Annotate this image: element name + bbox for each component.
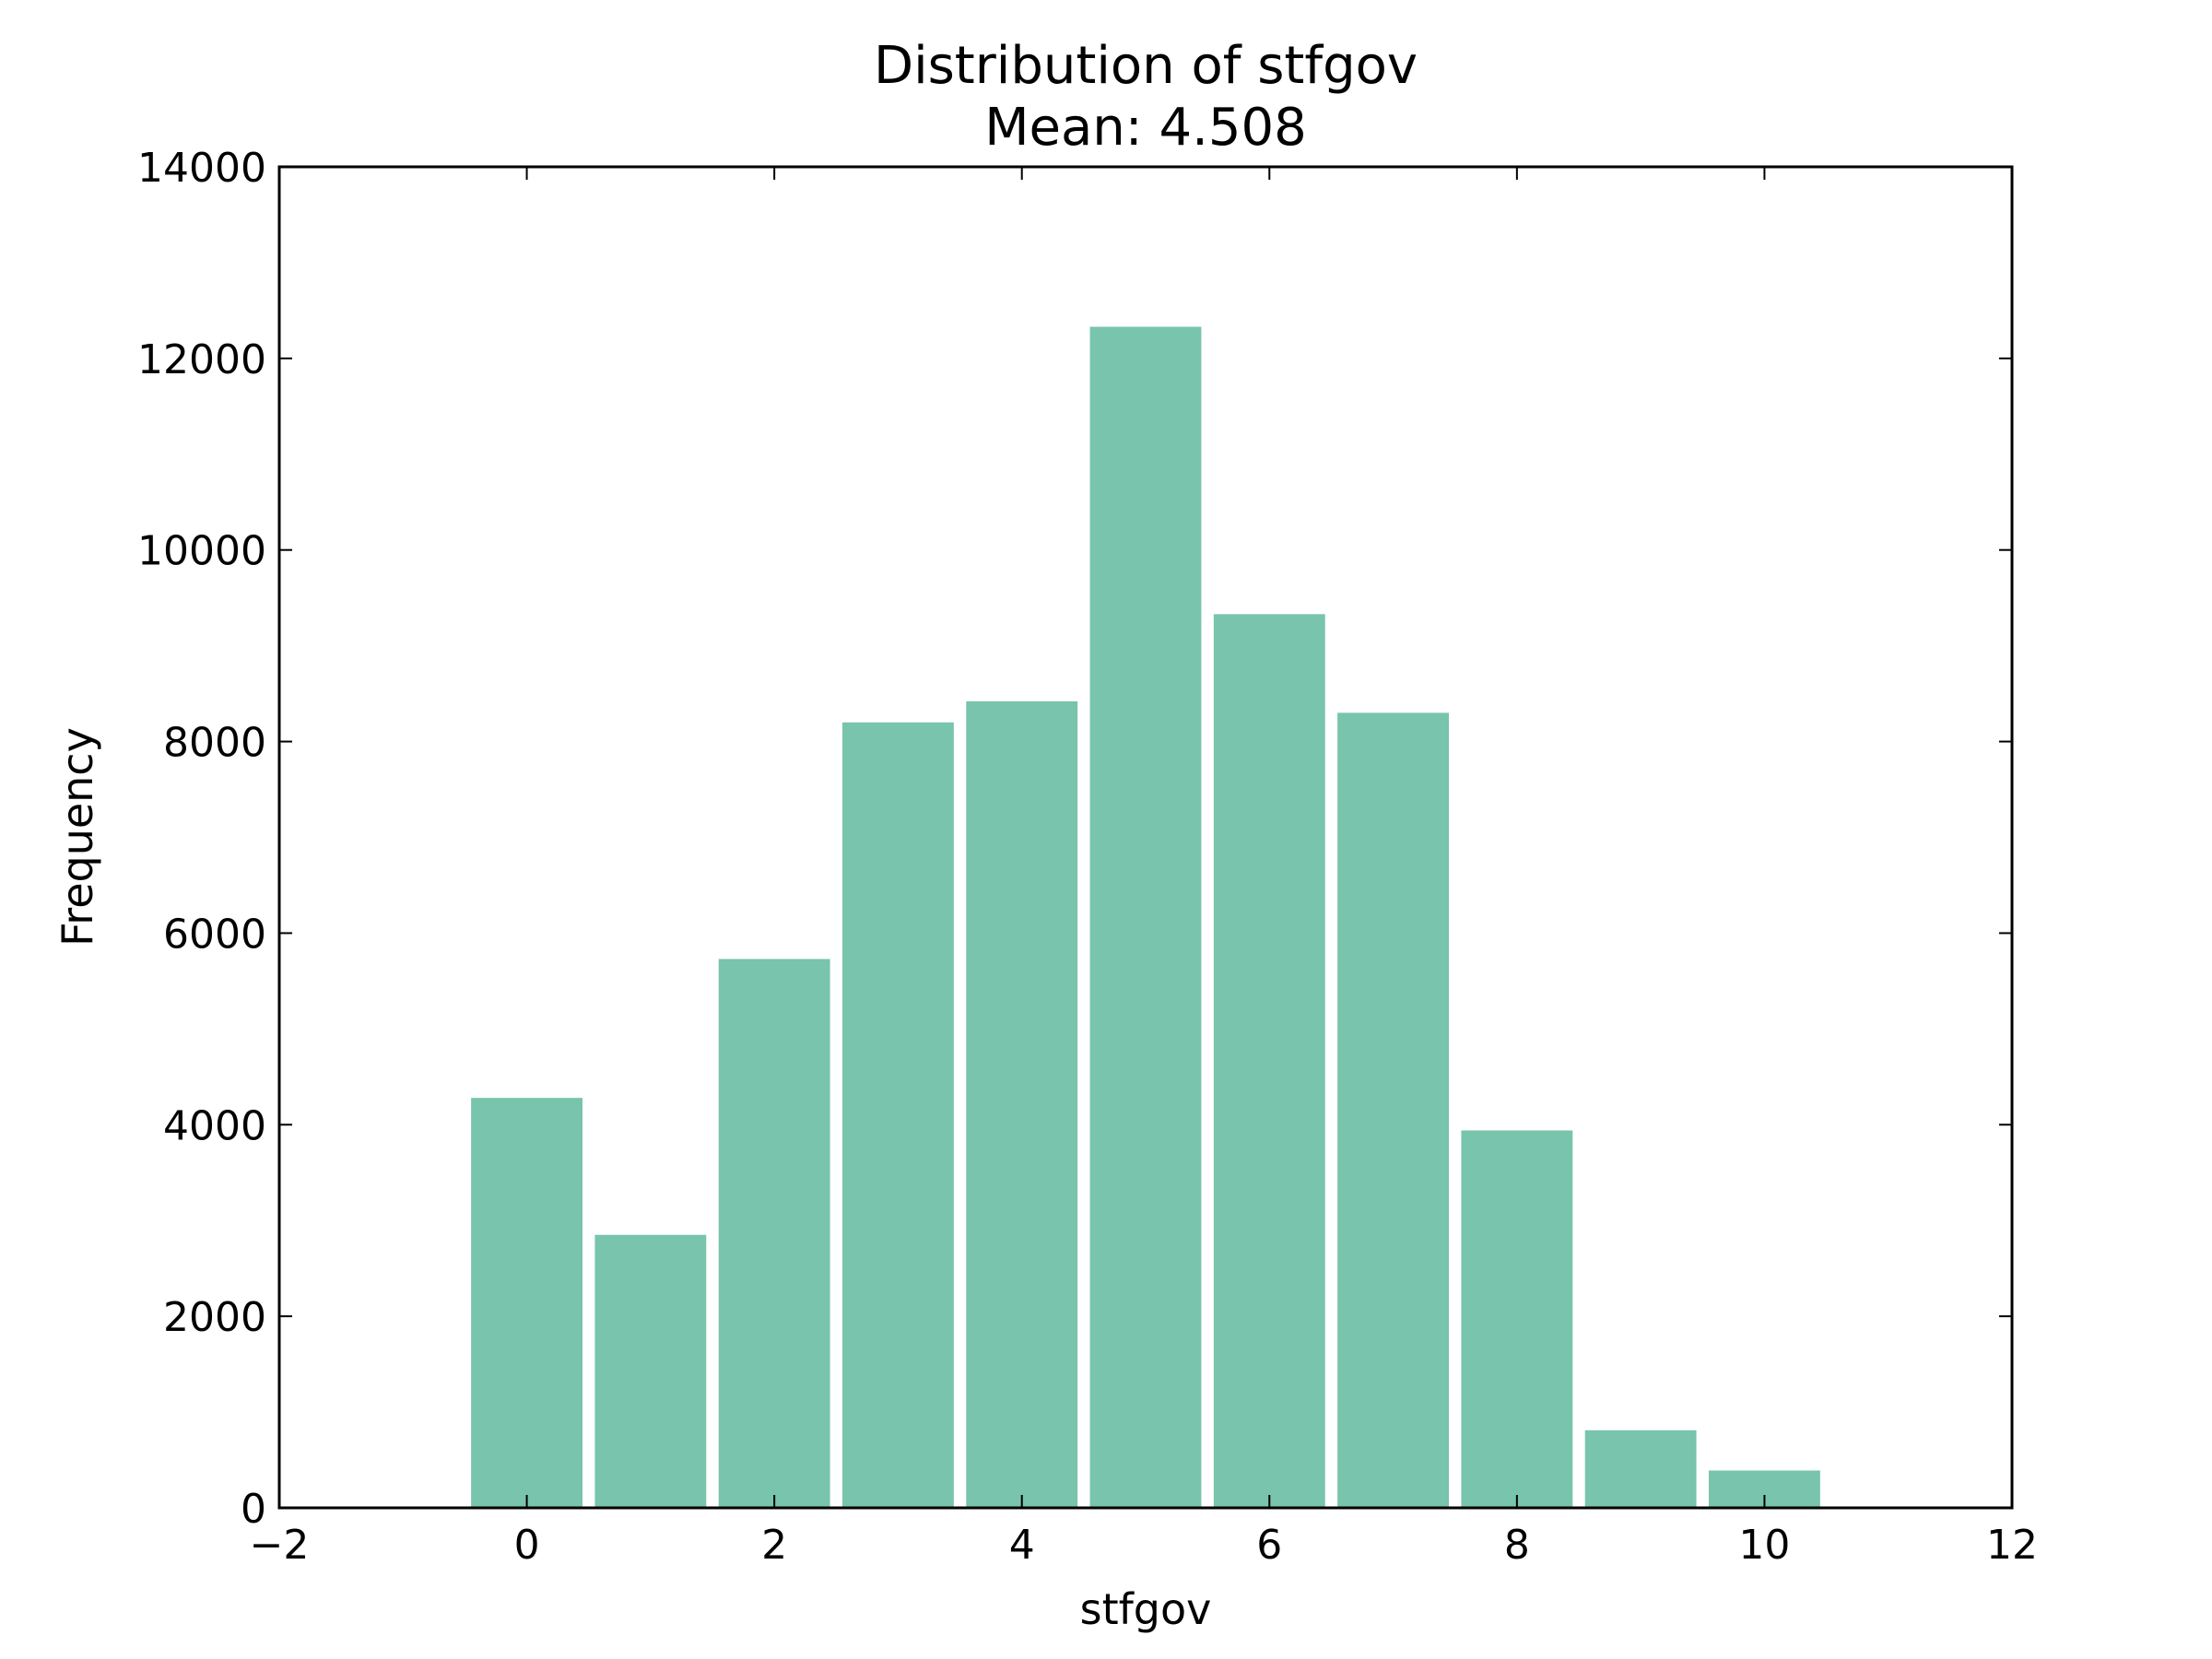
bar-0 — [471, 1098, 582, 1508]
bar-3 — [842, 722, 954, 1508]
y-tick-label: 10000 — [137, 528, 266, 575]
x-tick-label: 12 — [1986, 1522, 2038, 1569]
y-tick-label: 14000 — [137, 145, 266, 192]
x-tick-label: 8 — [1504, 1522, 1530, 1569]
bar-7 — [1337, 712, 1449, 1508]
x-tick-label: 0 — [514, 1522, 540, 1569]
plot-frame — [277, 165, 2014, 1510]
bar-8 — [1461, 1130, 1573, 1508]
bar-9 — [1584, 1430, 1697, 1508]
y-tick-label: 12000 — [137, 336, 266, 383]
bar-5 — [1089, 326, 1202, 1509]
bar-6 — [1213, 614, 1325, 1508]
x-tick-label: −2 — [250, 1522, 310, 1569]
y-axis-label: Frequency — [53, 727, 102, 947]
y-tick-label: 8000 — [163, 720, 266, 767]
bars-group — [471, 326, 1820, 1509]
y-tick-label: 2000 — [163, 1294, 266, 1341]
ticks-group: −2 0 2 4 6 8 10 1202000400060008000100001200014… — [137, 145, 2038, 1569]
x-axis-label: stfgov — [1080, 1584, 1212, 1634]
y-tick-label: 6000 — [163, 911, 266, 958]
chart-subtitle: Mean: 4.508 — [984, 98, 1307, 158]
x-tick-label: 10 — [1738, 1522, 1790, 1569]
x-tick-label: 4 — [1009, 1522, 1035, 1569]
bar-4 — [966, 700, 1078, 1508]
bar-1 — [594, 1234, 707, 1508]
chart-title: Distribution of stfgov — [874, 36, 1418, 96]
y-tick-label: 4000 — [163, 1102, 266, 1149]
x-tick-label: 2 — [761, 1522, 787, 1569]
y-tick-label: 0 — [241, 1486, 266, 1533]
x-tick-label: 6 — [1256, 1522, 1282, 1569]
bar-2 — [718, 959, 830, 1508]
